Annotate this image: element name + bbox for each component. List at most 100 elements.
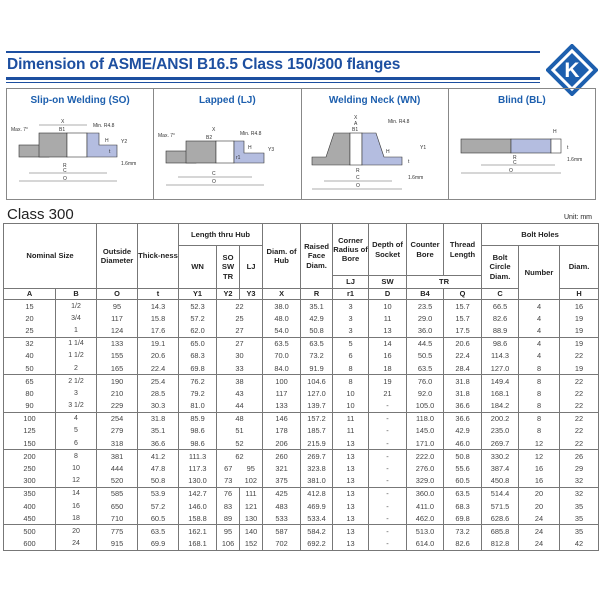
cell-d: - — [368, 449, 408, 463]
cell-r1: 5 — [332, 336, 370, 350]
cell-x: 206 — [262, 437, 302, 450]
svg-text:A: A — [354, 121, 358, 127]
cell-y1: 98.6 — [178, 437, 218, 450]
panel-slip-on: Slip-on Welding (SO) X B1 Max. 7° Min. R4.… — [7, 89, 155, 199]
cell-q: 28.4 — [443, 361, 483, 375]
panel-title: Lapped (LJ) — [199, 95, 256, 106]
cell-y3: 121 — [239, 500, 264, 513]
cell-number: 20 — [518, 500, 561, 513]
cell-r: 469.9 — [300, 500, 334, 513]
cell-h: 32 — [559, 486, 600, 500]
flange-type-diagrams: Slip-on Welding (SO) X B1 Max. 7° Min. R4.… — [6, 88, 596, 200]
svg-text:R: R — [513, 155, 517, 161]
cell-q: 20.6 — [443, 336, 483, 350]
cell-y2: 38 — [216, 374, 264, 388]
cell-b4: 105.0 — [406, 399, 445, 413]
cell-r1: 6 — [332, 349, 370, 362]
title-rule-bottom-thin — [6, 82, 540, 83]
cell-number: 8 — [518, 411, 561, 425]
cell-y1: 158.8 — [178, 512, 218, 525]
cell-x: 587 — [262, 524, 302, 538]
cell-d: - — [368, 462, 408, 475]
symbol-y2: Y2 — [216, 288, 241, 300]
cell-x: 483 — [262, 500, 302, 513]
cell-a: 100 — [3, 411, 56, 425]
cell-number: 8 — [518, 387, 561, 400]
cell-o: 229 — [96, 399, 139, 413]
cell-y2: 67 — [216, 462, 240, 475]
cell-q: 63.5 — [443, 486, 483, 500]
cell-c: 571.5 — [481, 500, 520, 513]
table-row: 200 8 381 41.2 111.3 62 260 269.7 13-222.0 50.8 33… — [3, 449, 600, 463]
svg-text:O: O — [212, 179, 216, 185]
cell-r1: 13 — [332, 449, 370, 463]
cell-b: 1 — [54, 324, 98, 338]
svg-text:t: t — [408, 159, 410, 165]
cell-number: 20 — [518, 486, 561, 500]
cell-x: 63.5 — [262, 336, 302, 350]
cell-y1: 162.1 — [178, 524, 218, 538]
cell-d: 14 — [368, 336, 408, 350]
cell-d: - — [368, 424, 408, 438]
cell-t: 63.5 — [137, 524, 180, 538]
cell-b4: 92.0 — [406, 387, 445, 400]
cell-c: 98.6 — [481, 336, 520, 350]
symbol-h: H — [559, 288, 600, 300]
cell-a: 500 — [3, 524, 56, 538]
cell-a: 50 — [3, 361, 56, 375]
cell-c: 330.2 — [481, 449, 520, 463]
cell-b4: 462.0 — [406, 512, 445, 525]
cell-t: 50.8 — [137, 474, 180, 488]
cell-h: 22 — [559, 374, 600, 388]
cell-o: 210 — [96, 387, 139, 400]
svg-text:C: C — [356, 175, 360, 181]
table-row: 500 20 775 63.5 162.1 95 140 587 584.2 13-513.0 73… — [3, 524, 600, 538]
cell-number: 4 — [518, 299, 561, 313]
header-hole-diam: Diam. — [559, 245, 600, 289]
cell-r1: 8 — [332, 374, 370, 388]
cell-r1: 13 — [332, 500, 370, 513]
table-row: 80 3 210 28.5 79.2 43 117 127.0 10 21 92.0 31.8 168.… — [3, 387, 600, 400]
cell-r1: 10 — [332, 399, 370, 413]
svg-text:Max. 7°: Max. 7° — [158, 133, 175, 139]
cell-b: 1/2 — [54, 299, 98, 313]
table-row: 15 1/2 95 14.3 52.3 22 38.0 35.1 3 10 23.5 15.7 66.5… — [3, 299, 600, 313]
cell-r: 35.1 — [300, 299, 334, 313]
cell-h: 29 — [559, 462, 600, 475]
cell-x: 533 — [262, 512, 302, 525]
header-thickness: Thick-ness — [137, 223, 180, 289]
cell-c: 168.1 — [481, 387, 520, 400]
cell-c: 812.8 — [481, 537, 520, 551]
cell-c: 88.9 — [481, 324, 520, 338]
cell-y2: 76 — [216, 486, 241, 500]
svg-text:R: R — [63, 163, 67, 169]
cell-q: 82.6 — [443, 537, 483, 551]
svg-text:K: K — [564, 59, 579, 82]
cell-y2: 27 — [216, 324, 264, 338]
svg-text:H: H — [553, 129, 557, 135]
svg-text:Min. R4.8: Min. R4.8 — [388, 119, 410, 125]
cell-c: 184.2 — [481, 399, 520, 413]
svg-text:O: O — [63, 176, 67, 182]
table-row: 65 2 1/2 190 25.4 76.2 38 100 104.6 8 19 76.0 31.8 1… — [3, 374, 600, 388]
cell-t: 19.1 — [137, 336, 180, 350]
cell-d: 21 — [368, 387, 408, 400]
cell-t: 15.8 — [137, 312, 180, 325]
symbol-r1: r1 — [332, 288, 370, 300]
cell-b4: 44.5 — [406, 336, 445, 350]
cell-h: 19 — [559, 324, 600, 338]
cell-b4: 29.0 — [406, 312, 445, 325]
panel-title: Slip-on Welding (SO) — [30, 95, 130, 106]
cell-o: 381 — [96, 449, 139, 463]
cell-c: 450.8 — [481, 474, 520, 488]
cell-y1: 117.3 — [178, 462, 218, 475]
cell-o: 915 — [96, 537, 139, 551]
cell-o: 133 — [96, 336, 139, 350]
cell-d: 10 — [368, 299, 408, 313]
cell-q: 60.5 — [443, 474, 483, 488]
cell-q: 69.8 — [443, 512, 483, 525]
table-row: 250 10 444 47.8 117.3 67 95 321 323.8 13-276.0 55.… — [3, 462, 600, 475]
cell-r: 139.7 — [300, 399, 334, 413]
